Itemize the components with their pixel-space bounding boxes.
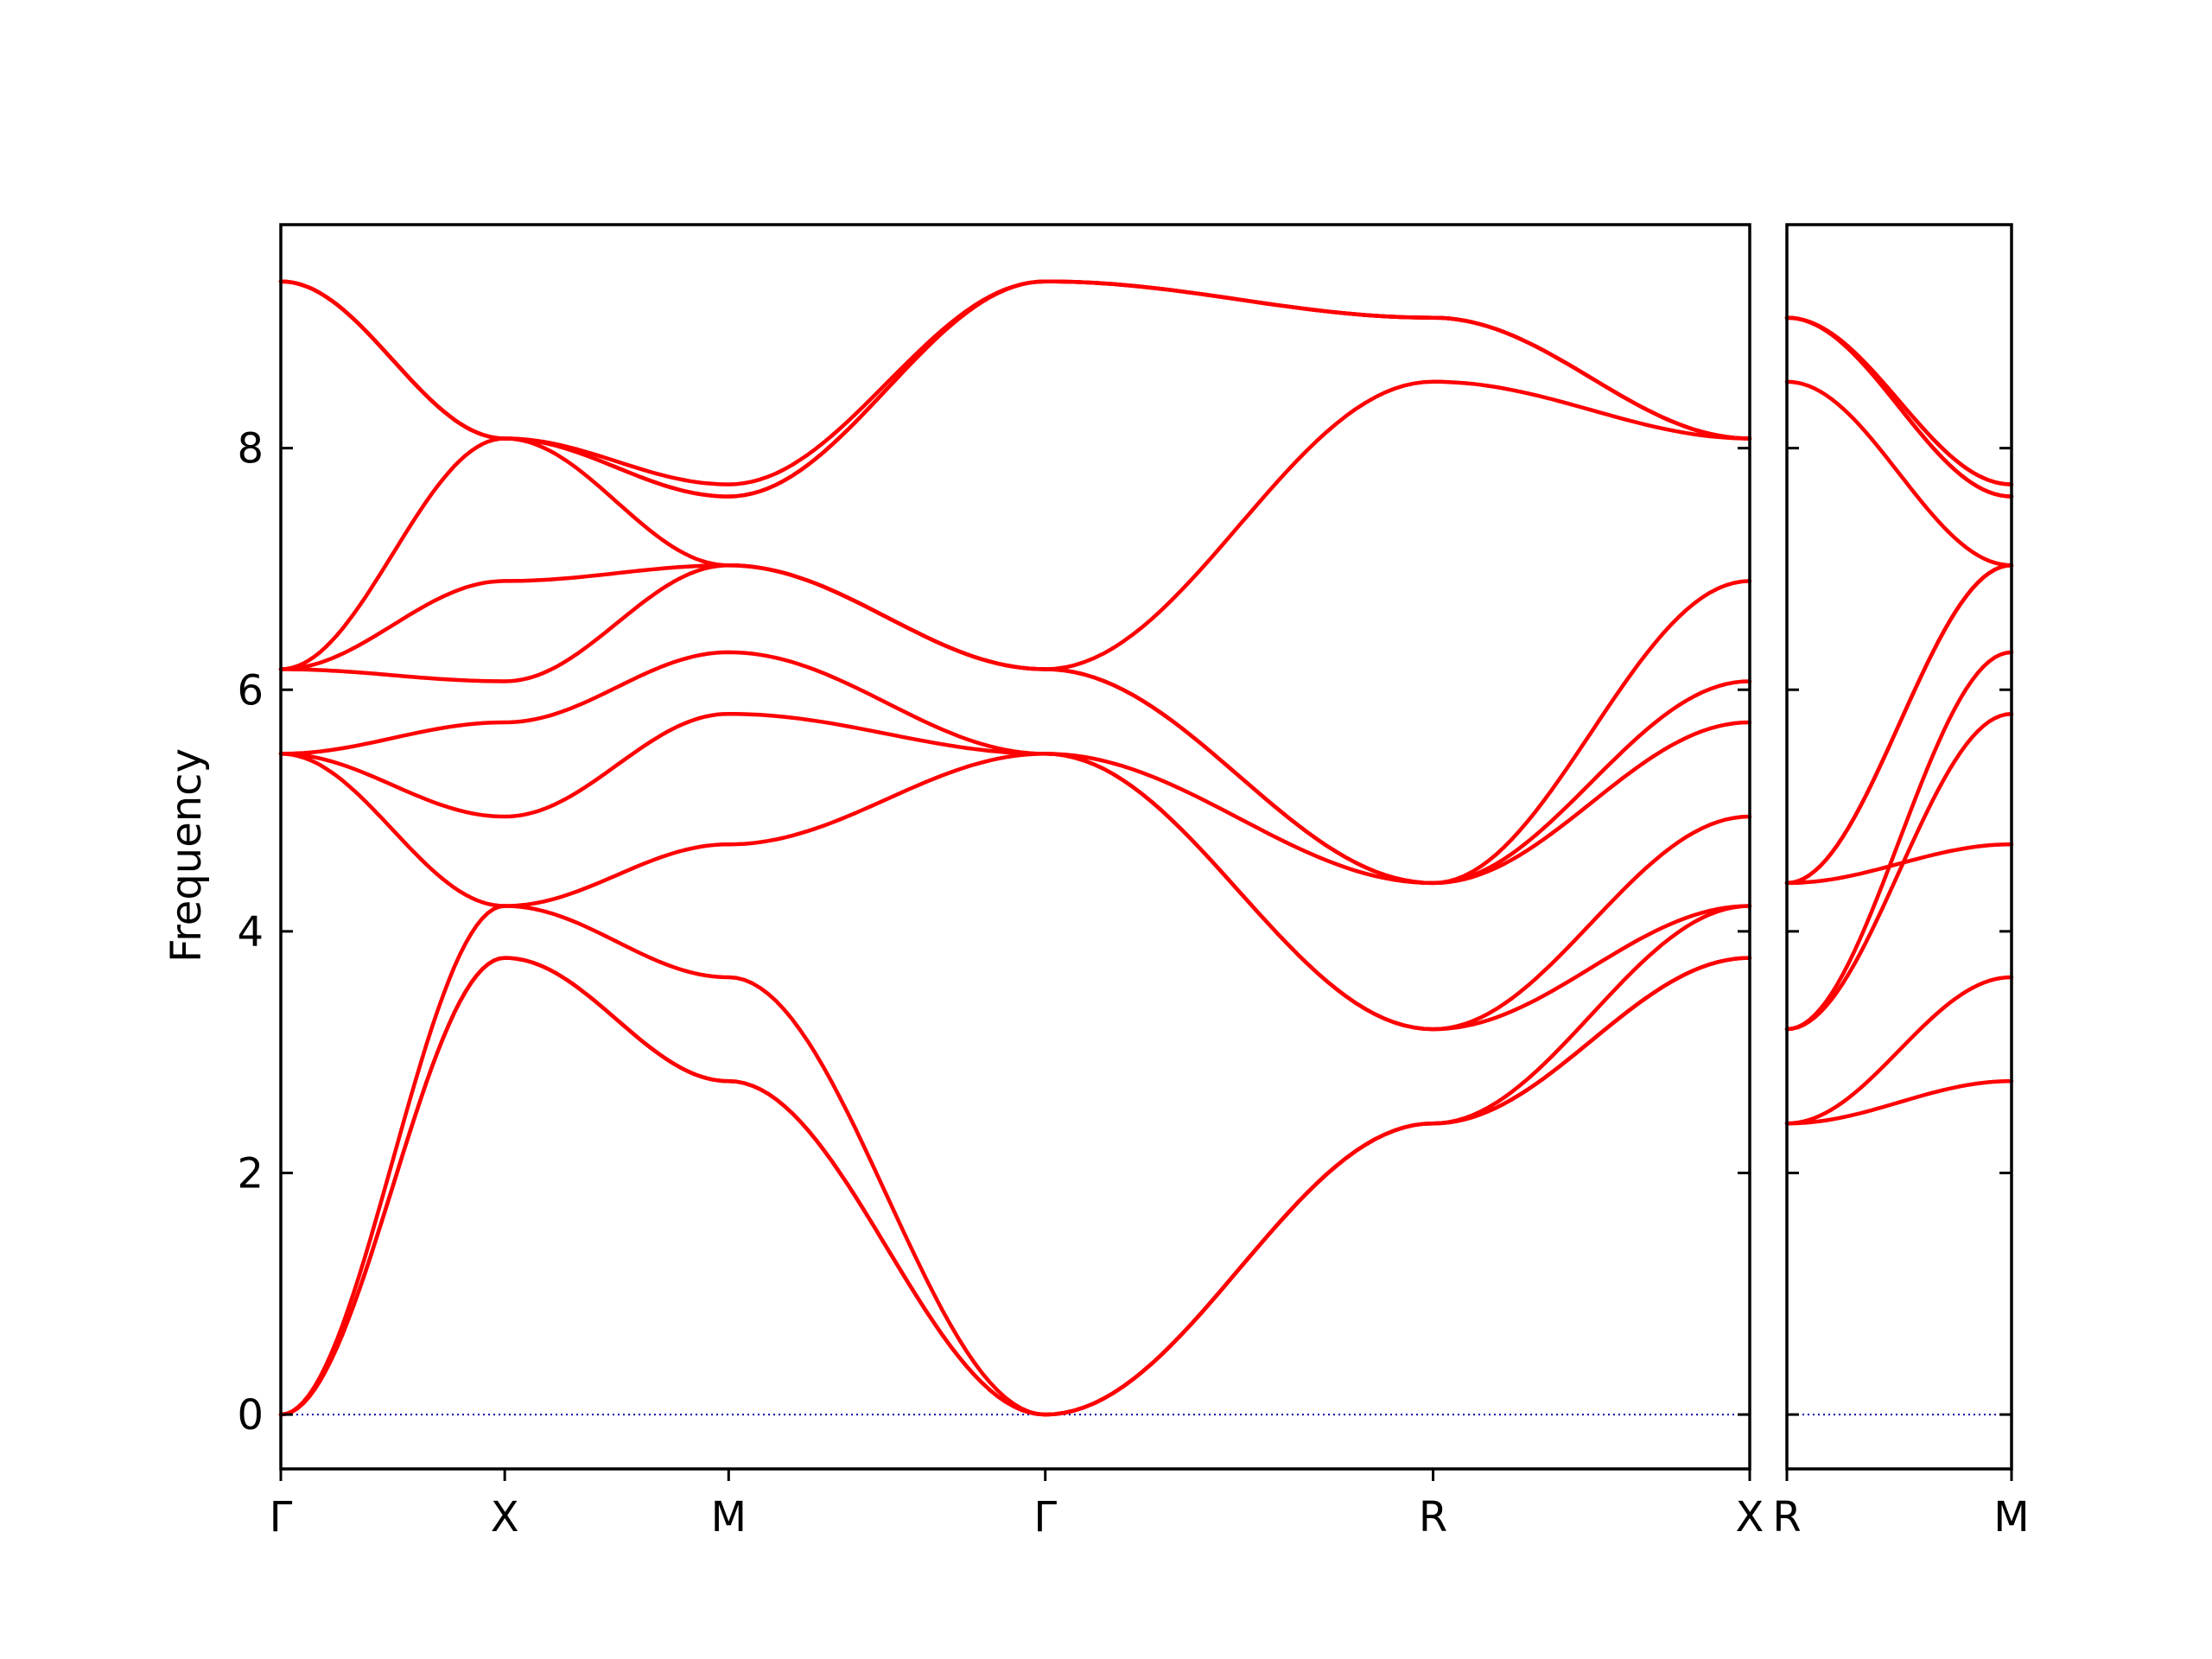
plot-frame xyxy=(279,223,1751,1471)
y-axis-label: Frequency xyxy=(162,748,211,963)
band-line-6 xyxy=(278,650,1752,886)
y-tick-label: 0 xyxy=(237,1391,264,1440)
x-tick-label-M: M xyxy=(711,1493,747,1541)
band-line-12 xyxy=(1784,315,2014,486)
main-band-panel: 0 2 4 6 8 Γ X M Γ R X xyxy=(237,223,1764,1541)
x-tick-label-R: R xyxy=(1772,1493,1801,1541)
x-tick-label-X: X xyxy=(1736,1493,1764,1541)
band-line-4 xyxy=(278,752,1752,1032)
band-line-3 xyxy=(278,904,1752,1417)
plot-frame xyxy=(1785,223,2013,1471)
band-line-10 xyxy=(1784,315,2014,499)
x-tick-label-Γ: Γ xyxy=(270,1493,293,1541)
y-tick-label: 2 xyxy=(237,1149,264,1198)
band-line-2 xyxy=(1784,975,2014,1126)
y-tick-label: 8 xyxy=(237,425,264,474)
band-line-10 xyxy=(278,279,1752,499)
x-tick-label-M: M xyxy=(1993,1493,2029,1541)
x-tick-label-Γ: Γ xyxy=(1033,1493,1057,1541)
band-line-5 xyxy=(1784,842,2014,886)
band-line-11 xyxy=(278,279,1752,499)
band-line-1 xyxy=(278,956,1752,1417)
band-line-5 xyxy=(278,711,1752,1032)
x-tick-label-X: X xyxy=(491,1493,519,1541)
band-line-12 xyxy=(278,279,1752,486)
band-line-9 xyxy=(278,379,1752,671)
band-line-3 xyxy=(1784,650,2014,1032)
band-line-8 xyxy=(1784,379,2014,568)
y-tick-label: 6 xyxy=(237,666,264,715)
band-line-2 xyxy=(278,956,1752,1417)
x-tick-label-R: R xyxy=(1419,1493,1447,1541)
band-line-4 xyxy=(1784,711,2014,1032)
band-line-7 xyxy=(1784,563,2014,886)
y-tick-label: 4 xyxy=(237,908,264,957)
band-line-1 xyxy=(1784,1078,2014,1126)
